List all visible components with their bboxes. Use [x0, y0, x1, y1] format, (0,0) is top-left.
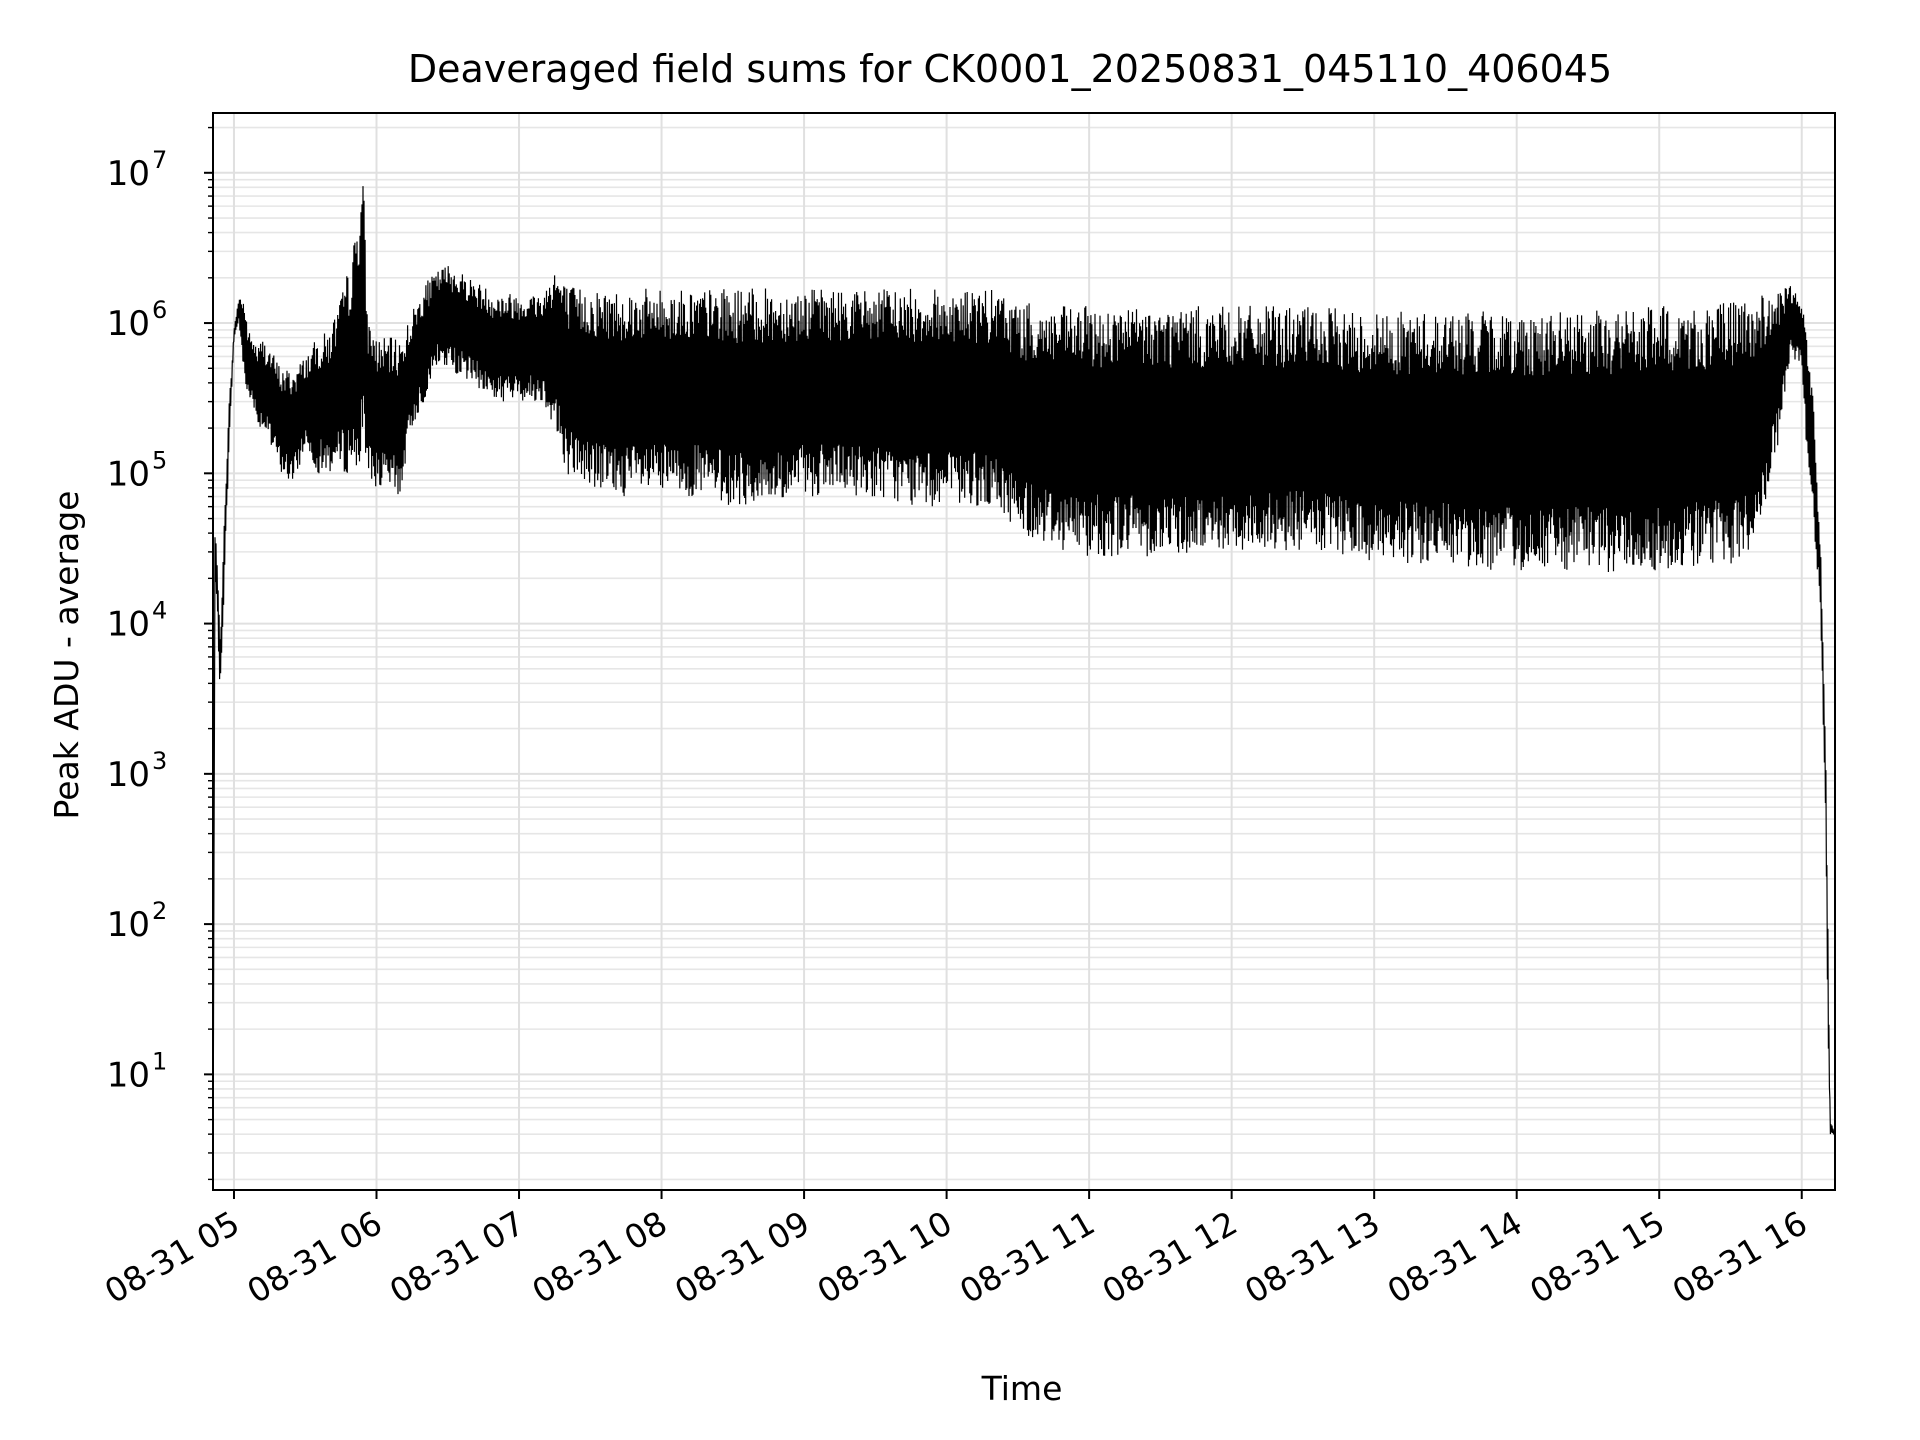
- y-tick-label: 10: [107, 905, 150, 945]
- y-tick-exponent: 3: [152, 747, 167, 775]
- y-tick-label: 10: [107, 154, 150, 194]
- y-tick-exponent: 4: [152, 597, 167, 625]
- x-tick-label: 08-31 11: [953, 1203, 1101, 1311]
- x-tick-label: 08-31 13: [1238, 1203, 1386, 1311]
- x-tick-label: 08-31 08: [526, 1203, 674, 1311]
- y-tick-exponent: 2: [152, 897, 167, 925]
- y-tick-label: 10: [107, 304, 150, 344]
- x-tick-label: 08-31 09: [668, 1203, 816, 1311]
- x-axis-label: Time: [981, 1369, 1063, 1408]
- y-tick-label: 10: [107, 755, 150, 795]
- x-tick-label: 08-31 06: [241, 1203, 389, 1311]
- x-tick-label: 08-31 15: [1523, 1203, 1671, 1311]
- x-tick-label: 08-31 10: [811, 1203, 959, 1311]
- y-tick-label: 10: [107, 454, 150, 494]
- y-tick-exponent: 6: [152, 296, 167, 324]
- x-tick-label: 08-31 12: [1096, 1203, 1244, 1311]
- y-tick-label: 10: [107, 1055, 150, 1095]
- y-tick-exponent: 1: [152, 1047, 167, 1075]
- x-tick-label: 08-31 16: [1666, 1203, 1814, 1311]
- series-line: [212, 186, 1836, 1180]
- x-tick-label: 08-31 07: [383, 1203, 531, 1311]
- series-path: [212, 186, 1836, 1180]
- y-tick-exponent: 5: [152, 446, 167, 474]
- y-tick-label: 10: [107, 605, 150, 645]
- plot-frame: [212, 112, 1836, 1191]
- x-tick-label: 08-31 14: [1381, 1203, 1529, 1311]
- y-tick-exponent: 7: [152, 146, 167, 174]
- y-axis-label: Peak ADU - average: [47, 491, 86, 820]
- grid: [213, 113, 1835, 1190]
- chart-title: Deaveraged field sums for CK0001_2025083…: [408, 47, 1612, 91]
- x-tick-label: 08-31 05: [98, 1203, 246, 1311]
